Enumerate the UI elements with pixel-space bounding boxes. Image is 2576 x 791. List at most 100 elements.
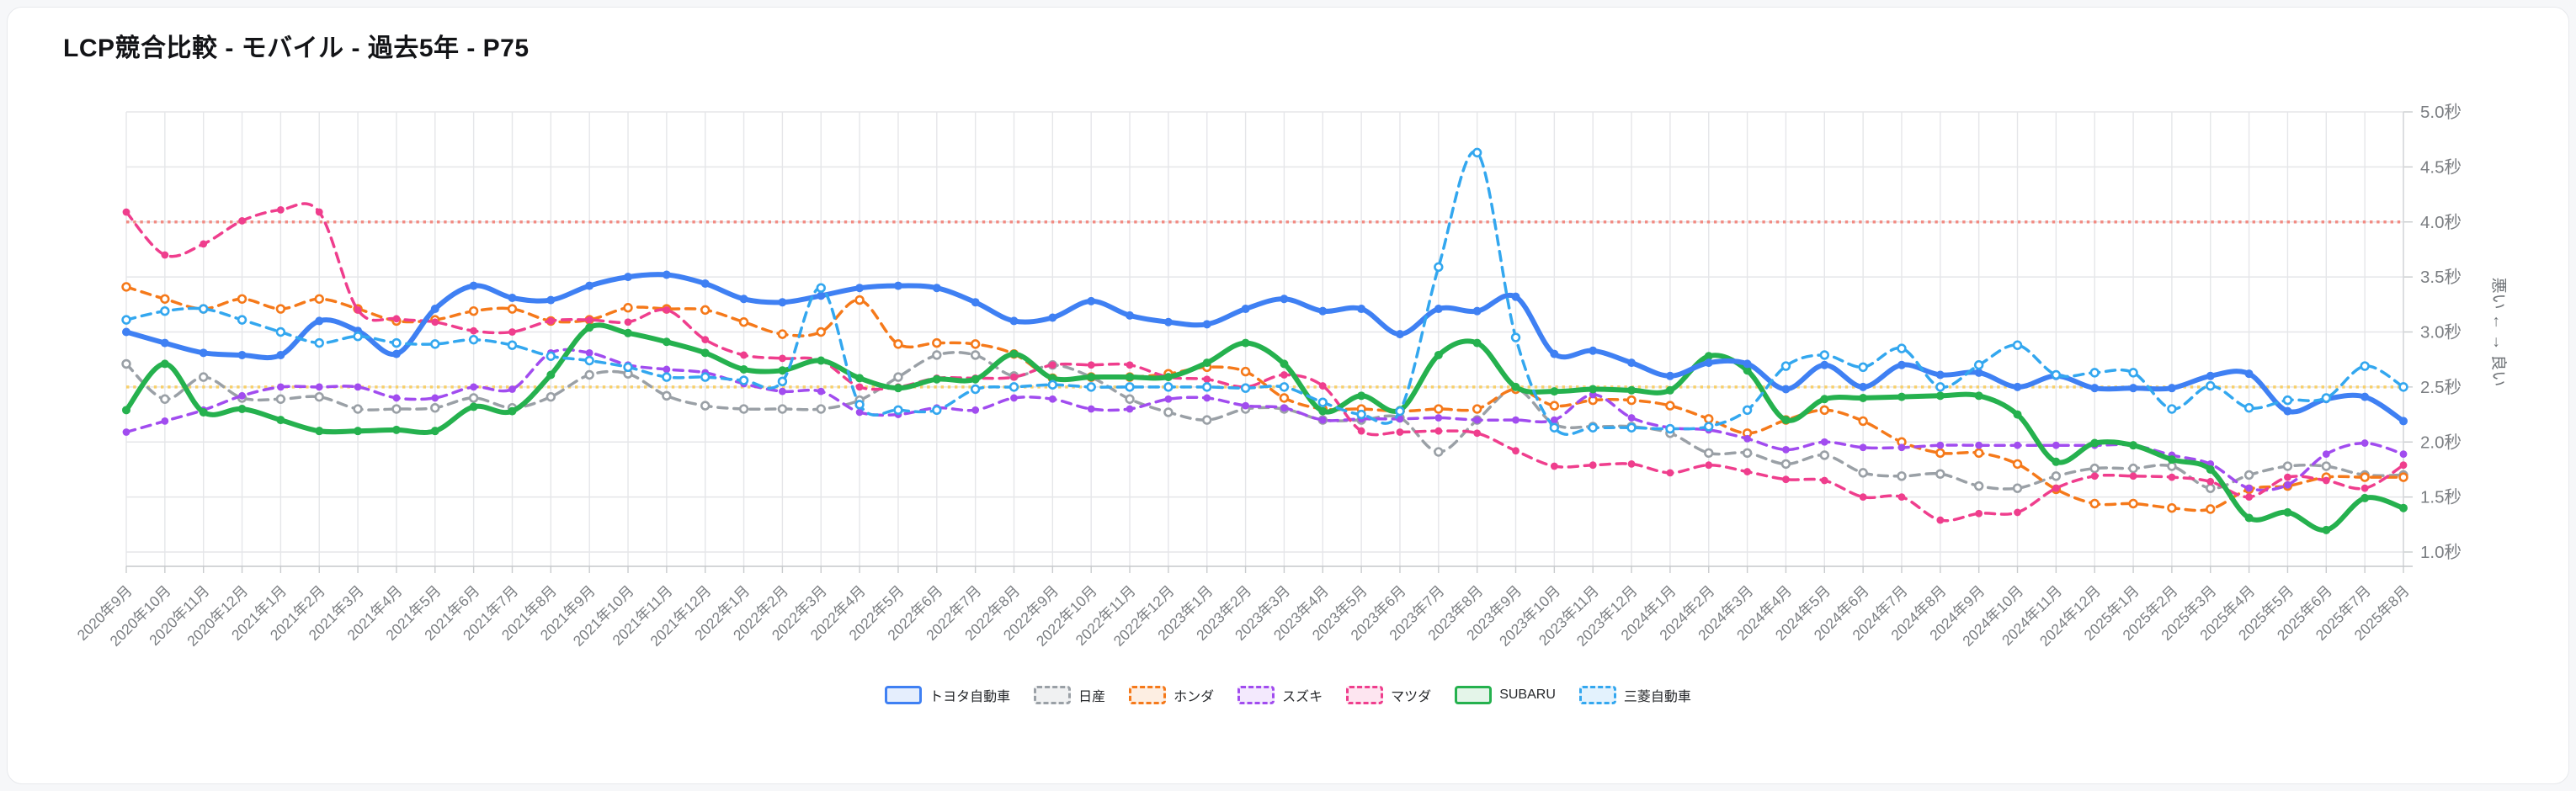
data-point-mazda bbox=[276, 205, 285, 214]
data-point-mitsubishi bbox=[237, 315, 247, 325]
data-point-subaru bbox=[2283, 507, 2292, 517]
data-point-suzuki bbox=[1434, 414, 1443, 422]
data-point-subaru bbox=[1781, 416, 1791, 425]
data-point-suzuki bbox=[161, 417, 169, 425]
data-point-nissan bbox=[430, 403, 440, 413]
data-point-nissan bbox=[546, 391, 556, 402]
legend-item-toyota[interactable]: トヨタ自動車 bbox=[885, 685, 1010, 705]
data-point-nissan bbox=[275, 394, 286, 404]
data-point-mazda bbox=[431, 318, 439, 326]
data-point-suzuki bbox=[1820, 438, 1828, 446]
data-point-nissan bbox=[584, 369, 594, 380]
data-point-toyota bbox=[1395, 330, 1404, 339]
data-point-mitsubishi bbox=[430, 339, 440, 349]
data-point-mazda bbox=[1203, 375, 1211, 384]
data-point-mitsubishi bbox=[353, 332, 363, 342]
data-point-nissan bbox=[777, 404, 788, 414]
data-point-mazda bbox=[1743, 468, 1751, 475]
data-point-toyota bbox=[893, 281, 902, 290]
data-point-toyota bbox=[1126, 311, 1135, 320]
data-point-mitsubishi bbox=[314, 337, 324, 348]
legend-item-suzuki[interactable]: スズキ bbox=[1237, 685, 1323, 705]
data-point-mitsubishi bbox=[777, 376, 788, 387]
legend-swatch-subaru bbox=[1455, 686, 1493, 704]
data-point-subaru bbox=[276, 416, 285, 425]
data-point-mitsubishi bbox=[1086, 382, 1096, 392]
legend-item-honda[interactable]: ホンダ bbox=[1129, 685, 1214, 705]
data-point-mitsubishi bbox=[1819, 350, 1829, 360]
data-point-nissan bbox=[1858, 468, 1868, 478]
data-point-suzuki bbox=[663, 365, 671, 374]
data-point-nissan bbox=[2128, 463, 2138, 474]
data-point-mitsubishi bbox=[1434, 262, 1444, 273]
data-point-subaru bbox=[1627, 385, 1637, 395]
data-point-nissan bbox=[1125, 394, 1135, 404]
data-point-mazda bbox=[1048, 361, 1056, 369]
data-point-mazda bbox=[1782, 475, 1790, 484]
data-point-toyota bbox=[430, 305, 439, 314]
data-point-subaru bbox=[1434, 350, 1443, 359]
y-tick-label: 1.0秒 bbox=[2420, 543, 2462, 562]
data-point-subaru bbox=[585, 323, 594, 332]
legend-item-mazda[interactable]: マツダ bbox=[1346, 685, 1431, 705]
data-point-mazda bbox=[161, 251, 169, 259]
data-point-subaru bbox=[122, 406, 130, 415]
data-point-subaru bbox=[1009, 349, 1019, 358]
data-point-toyota bbox=[739, 295, 748, 304]
data-point-subaru bbox=[1472, 338, 1482, 348]
data-point-toyota bbox=[2283, 406, 2292, 416]
data-point-mazda bbox=[663, 305, 671, 314]
data-point-toyota bbox=[546, 295, 556, 305]
data-point-honda bbox=[1935, 448, 1945, 459]
data-point-mazda bbox=[2052, 484, 2060, 492]
series-line-mitsubishi bbox=[125, 150, 2405, 436]
data-point-subaru bbox=[546, 370, 556, 380]
data-point-toyota bbox=[1241, 305, 1250, 314]
data-point-toyota bbox=[2206, 371, 2215, 380]
series-subaru bbox=[122, 322, 2408, 534]
data-point-suzuki bbox=[1164, 395, 1173, 403]
data-point-mazda bbox=[2206, 477, 2215, 486]
y-tick-label: 3.0秒 bbox=[2420, 323, 2462, 342]
chart-legend: トヨタ自動車 日産 ホンダ スズキ マツダ SUBARU 三菱自動車 bbox=[0, 685, 2576, 705]
data-point-nissan bbox=[700, 401, 711, 411]
data-point-mazda bbox=[354, 305, 362, 314]
data-point-nissan bbox=[314, 391, 324, 402]
data-point-subaru bbox=[1897, 392, 1906, 401]
data-point-mitsubishi bbox=[1588, 422, 1598, 433]
data-point-mazda bbox=[1589, 461, 1597, 470]
data-point-honda bbox=[970, 339, 981, 349]
data-point-subaru bbox=[624, 328, 633, 337]
legend-swatch-suzuki bbox=[1237, 686, 1275, 704]
series-line-subaru bbox=[124, 322, 2406, 533]
data-point-honda bbox=[1472, 404, 1482, 414]
legend-swatch-toyota bbox=[885, 686, 923, 704]
data-point-honda bbox=[468, 305, 479, 316]
data-point-subaru bbox=[2167, 455, 2176, 465]
data-point-mazda bbox=[1087, 361, 1095, 369]
data-point-subaru bbox=[662, 337, 671, 347]
data-point-suzuki bbox=[238, 391, 246, 400]
data-point-mitsubishi bbox=[1780, 361, 1791, 371]
legend-item-nissan[interactable]: 日産 bbox=[1034, 685, 1105, 705]
data-point-suzuki bbox=[779, 387, 786, 396]
series-toyota bbox=[122, 270, 2408, 426]
legend-item-subaru[interactable]: SUBARU bbox=[1455, 686, 1556, 704]
data-point-mazda bbox=[585, 316, 593, 324]
data-point-honda bbox=[2128, 498, 2138, 509]
data-point-mazda bbox=[701, 336, 710, 344]
data-point-mazda bbox=[2399, 461, 2408, 470]
data-point-nissan bbox=[391, 404, 402, 414]
data-point-suzuki bbox=[1897, 443, 1906, 452]
data-point-suzuki bbox=[1859, 443, 1867, 452]
data-point-subaru bbox=[508, 406, 517, 416]
data-point-mazda bbox=[1434, 427, 1443, 435]
data-point-nissan bbox=[2051, 471, 2062, 481]
data-point-suzuki bbox=[1087, 405, 1095, 413]
legend-item-mitsubishi[interactable]: 三菱自動車 bbox=[1578, 685, 1691, 705]
data-point-mazda bbox=[1280, 371, 1288, 379]
data-point-subaru bbox=[1241, 338, 1250, 348]
legend-label: ホンダ bbox=[1174, 690, 1215, 704]
legend-label: マツダ bbox=[1391, 690, 1432, 704]
data-point-subaru bbox=[199, 407, 208, 417]
